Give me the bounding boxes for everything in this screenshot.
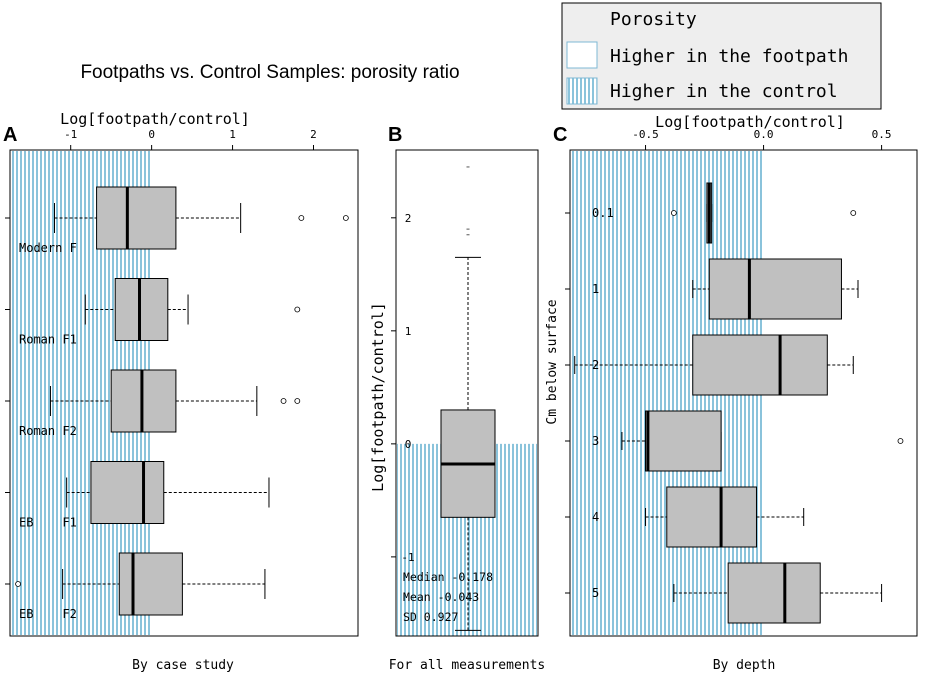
panel-b-side-axis-label: Log[footpath/control] bbox=[369, 302, 387, 492]
y-axis-tick-label: 0 bbox=[405, 438, 412, 451]
legend-label-control: Higher in the control bbox=[610, 81, 838, 102]
panel-c-ylabel: Cm below surface bbox=[545, 299, 560, 424]
legend: Porosity Higher in the footpath Higher i… bbox=[561, 2, 882, 110]
panel-c-top-axis-label: Log[footpath/control] bbox=[655, 113, 845, 131]
group-label: 1 bbox=[592, 282, 599, 296]
panel-b-stat-sd: SD 0.927 bbox=[403, 610, 458, 624]
outlier-point bbox=[280, 398, 287, 404]
legend-swatch-control bbox=[566, 77, 598, 105]
stat-mean-label: Mean bbox=[403, 590, 431, 604]
legend-title: Porosity bbox=[610, 9, 697, 30]
outlier-point bbox=[15, 581, 21, 587]
panel-c-by-depth: -0.5 0.0 0.5 0.1 1 2 3 4 5 Log[footpath/control]… bbox=[545, 113, 918, 673]
group-label: EB F1 bbox=[19, 516, 77, 530]
outlier-point bbox=[342, 215, 349, 221]
group-label: Roman F1 bbox=[19, 333, 77, 347]
panel-b-xlabel: For all measurements bbox=[389, 658, 546, 673]
group-label: Modern F bbox=[19, 241, 77, 255]
box bbox=[90, 461, 165, 524]
box bbox=[708, 258, 842, 320]
group-label: Roman F2 bbox=[19, 424, 77, 438]
box bbox=[110, 369, 177, 433]
top-axis-tick-label: 0 bbox=[148, 128, 155, 141]
outlier-point bbox=[850, 210, 857, 216]
group-label: 2 bbox=[592, 358, 599, 372]
legend-label-footpath: Higher in the footpath bbox=[610, 46, 848, 67]
figure-title: Footpaths vs. Control Samples: porosity … bbox=[80, 62, 459, 83]
box bbox=[666, 486, 757, 548]
top-axis-tick-label: 0.5 bbox=[872, 128, 892, 141]
panel-b-stat-median: Median -0.178 bbox=[403, 570, 493, 584]
group-label: 5 bbox=[592, 586, 599, 600]
box bbox=[114, 278, 169, 341]
stat-sd-label: SD bbox=[403, 610, 417, 624]
y-axis-tick-label: 2 bbox=[405, 212, 412, 225]
box bbox=[96, 186, 177, 250]
panel-a-frame bbox=[9, 149, 359, 637]
panel-a-top-axis-label: Log[footpath/control] bbox=[60, 110, 250, 128]
outlier-point bbox=[298, 215, 305, 221]
top-axis-tick-label: 2 bbox=[310, 128, 317, 141]
group-label: 4 bbox=[592, 510, 599, 524]
panel-b-stat-mean: Mean -0.043 bbox=[403, 590, 479, 604]
panel-b-all-measurements: -1 0 1 2 Log[footpath/control] For all meas… bbox=[369, 149, 546, 673]
top-axis-tick-label: 0.0 bbox=[754, 128, 774, 141]
outlier-point bbox=[294, 306, 301, 313]
stat-median-value: -0.178 bbox=[451, 570, 493, 584]
legend-swatch-footpath bbox=[566, 41, 598, 69]
legend-frame bbox=[561, 2, 882, 110]
panel-letter-b: B bbox=[388, 124, 402, 146]
panel-letter-c: C bbox=[553, 124, 567, 146]
stat-sd-value: 0.927 bbox=[424, 610, 459, 624]
y-axis-tick-label: -1 bbox=[401, 551, 414, 564]
group-label: 3 bbox=[592, 434, 599, 448]
panel-c-frame bbox=[569, 149, 918, 637]
box bbox=[645, 410, 722, 472]
stat-median-label: Median bbox=[403, 570, 445, 584]
panel-letter-a: A bbox=[3, 124, 17, 146]
stat-mean-value: -0.043 bbox=[438, 590, 480, 604]
box bbox=[727, 562, 821, 624]
group-label: 0.1 bbox=[592, 206, 614, 220]
box bbox=[692, 334, 828, 396]
panel-c-xlabel: By depth bbox=[713, 658, 776, 673]
group-label: EB F2 bbox=[19, 607, 77, 621]
box bbox=[118, 552, 183, 616]
top-axis-tick-label: -0.5 bbox=[632, 128, 659, 141]
outlier-point bbox=[294, 398, 301, 404]
y-axis-tick-label: 1 bbox=[405, 325, 412, 338]
outlier-point bbox=[897, 438, 904, 444]
top-axis-tick-label: 1 bbox=[229, 128, 236, 141]
outlier-point bbox=[670, 210, 677, 216]
top-axis-tick-label: -1 bbox=[64, 128, 77, 141]
panel-a-xlabel: By case study bbox=[132, 658, 234, 673]
panel-b-frame bbox=[395, 149, 539, 637]
